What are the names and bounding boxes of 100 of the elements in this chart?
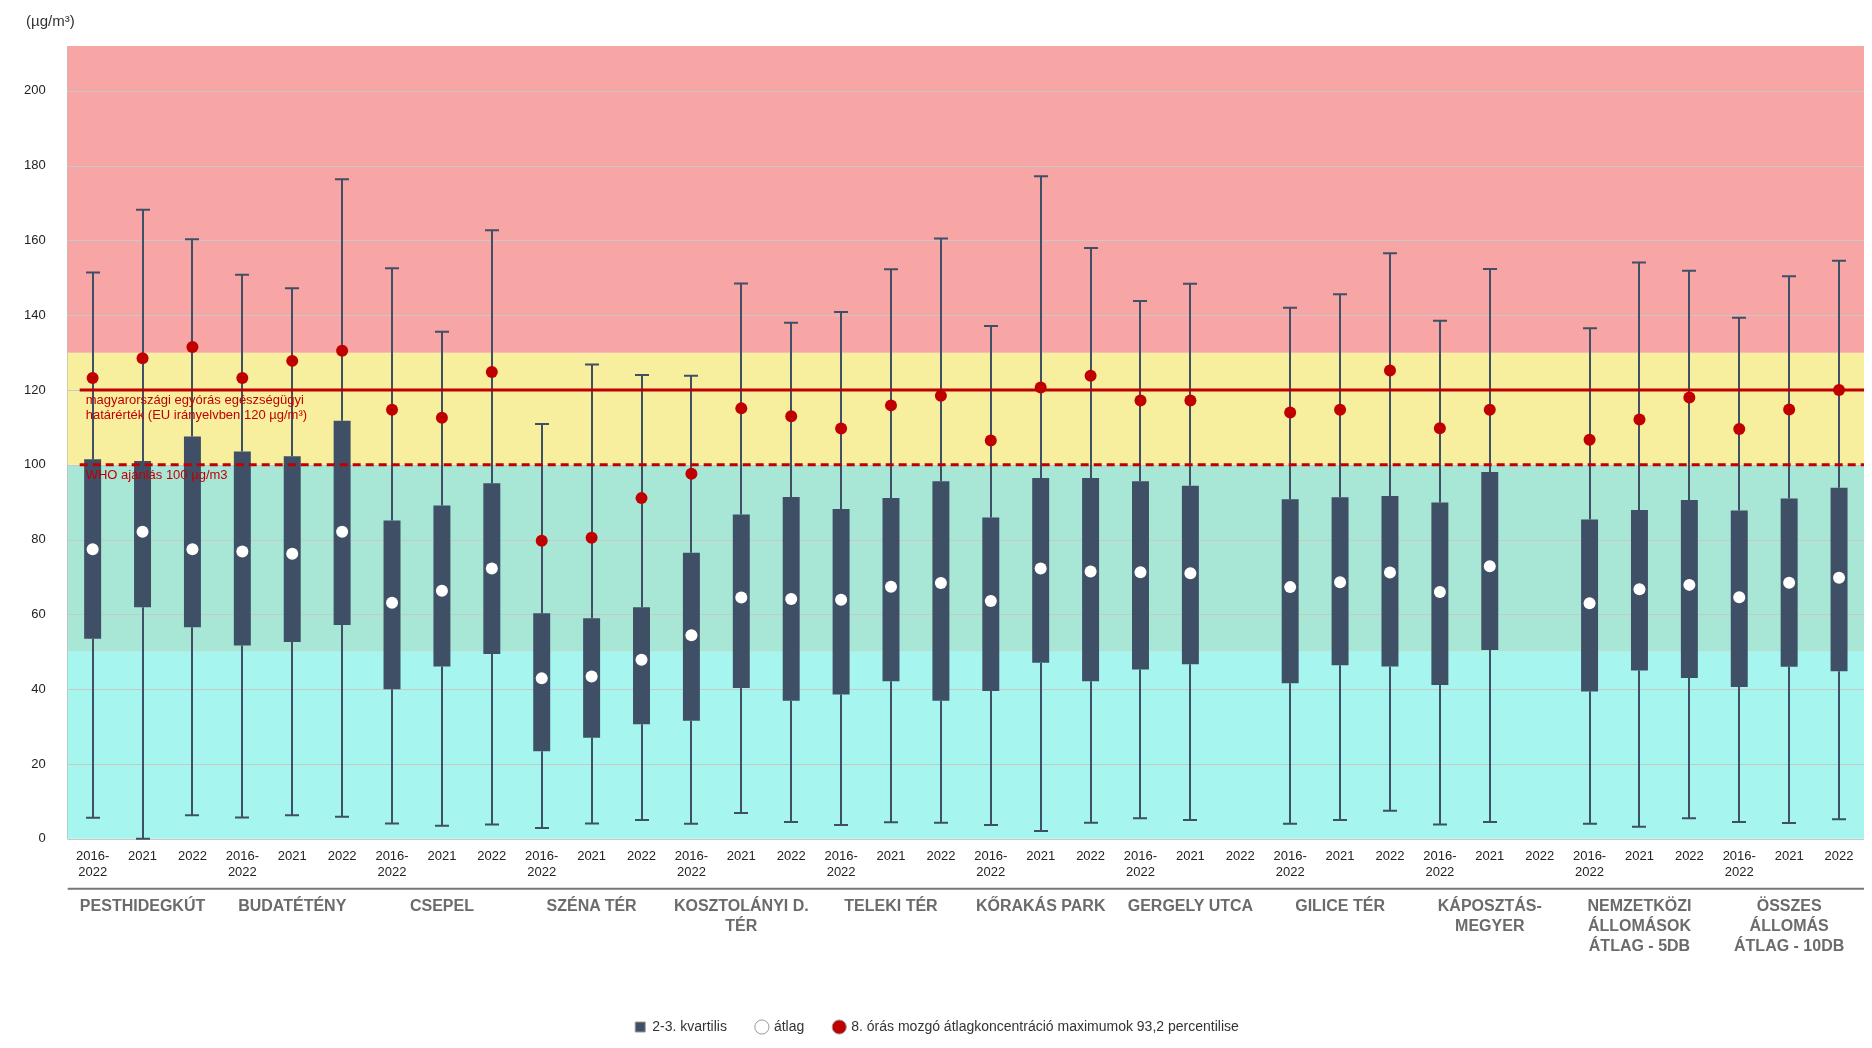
text: KOSZTOLÁNYI D. TÉR [673,896,809,935]
x-tick-label: 2016-2022 [974,848,1008,879]
point [1284,581,1297,594]
point [1633,583,1646,596]
y-tick-label: 100 [23,456,46,472]
point [286,547,299,560]
x-tick-label: 2022 [627,848,656,864]
point [735,591,748,604]
point [136,525,149,538]
point [585,531,598,544]
point [1833,571,1846,584]
x-tick-label: 2021 [726,848,756,864]
y-tick-label: 160 [23,232,46,248]
point [885,399,897,412]
x-tick-label: 2021 [876,848,906,864]
x-tick-label: 2021 [128,848,157,864]
point [435,584,448,597]
point [1433,422,1446,435]
x-tick-label: 2016-2022 [525,848,559,879]
point [685,629,698,642]
x-tick-label: 2021 [1175,848,1205,864]
y-tick-label: 0 [38,830,46,846]
point [1184,567,1197,580]
point [934,577,947,590]
point [1383,566,1396,579]
text: ÖSSZES ÁLLOMÁS ÁTLAG - 10DB [1734,896,1845,955]
x-tick-label: 2021 [427,848,457,864]
legend-label: 2-3. kvartilis [652,1017,727,1034]
x-tick-label: 2016-2022 [1572,848,1607,879]
point [1284,406,1297,419]
point [186,543,199,556]
text: GILICE TÉR [1295,896,1386,915]
point [1583,597,1596,610]
y-tick-label: 80 [31,531,46,547]
point [984,434,997,447]
text: GERGELY UTCA [1127,897,1254,915]
text: CSEPEL [409,897,475,915]
x-tick-label: 2016-2022 [225,848,259,879]
point [1783,576,1796,589]
x-tick-label: 2022 [1225,848,1255,864]
x-tick-label: 2022 [477,848,507,864]
x-tick-label: 2016-2022 [674,848,709,879]
point [1383,364,1396,377]
point [435,411,448,424]
point [785,410,798,423]
point [1184,394,1197,407]
x-tick-label: 2016-2022 [1423,848,1457,879]
point [1334,403,1347,416]
y-tick-label: 200 [23,82,46,98]
point [386,596,399,609]
x-tick-label: 2021 [1026,848,1056,864]
x-tick-label: 2016-2022 [375,848,409,879]
x-tick-label: 2016-2022 [76,848,110,879]
text: PESTHIDEGKÚT [79,896,206,915]
x-tick-label: 2016-2022 [1722,848,1756,879]
point [1783,403,1796,416]
x-tick-label: 2022 [327,848,357,864]
point [1483,403,1496,416]
point [1334,576,1347,589]
point [1683,578,1696,591]
x-tick-label: 2022 [1674,848,1704,864]
point [1633,413,1646,426]
point [336,525,349,538]
point [386,403,399,416]
text: SZÉNA TÉR [546,896,638,915]
point [535,534,548,547]
point [1034,562,1047,575]
x-tick-label: 2022 [1076,848,1106,864]
text: TELEKI TÉR [844,896,939,915]
y-tick-label: 40 [31,680,46,696]
y-axis-title: (µg/m³) [26,11,75,29]
point [835,422,848,435]
point [635,492,648,505]
text: NEMZETKÖZI ÁLLOMÁSOK ÁTLAG - 5DB [1587,896,1692,955]
y-tick-label: 60 [31,606,46,621]
point [1683,391,1696,404]
x-tick-label: 2016-2022 [1123,848,1158,879]
point [1433,585,1446,598]
y-tick-label: 20 [31,755,46,771]
x-tick-label: 2021 [1625,848,1654,864]
point [885,580,897,593]
point [1134,394,1147,407]
point [685,467,698,480]
point [236,372,249,385]
point [984,594,997,607]
x-tick-label: 2022 [1525,848,1555,864]
point [1733,422,1746,435]
point [286,354,299,367]
point [535,672,548,685]
point [585,670,598,683]
x-tick-label: 2022 [926,848,956,864]
legend-label: átlag [773,1017,805,1034]
x-tick-label: 2022 [776,848,806,864]
point [485,366,498,379]
point [485,562,498,575]
point [1084,565,1097,578]
x-tick-label: 2016-2022 [824,848,858,879]
x-tick-label: 2021 [1325,848,1355,864]
x-tick-label: 2022 [177,848,207,864]
text: KŐRAKÁS PARK [975,896,1106,915]
